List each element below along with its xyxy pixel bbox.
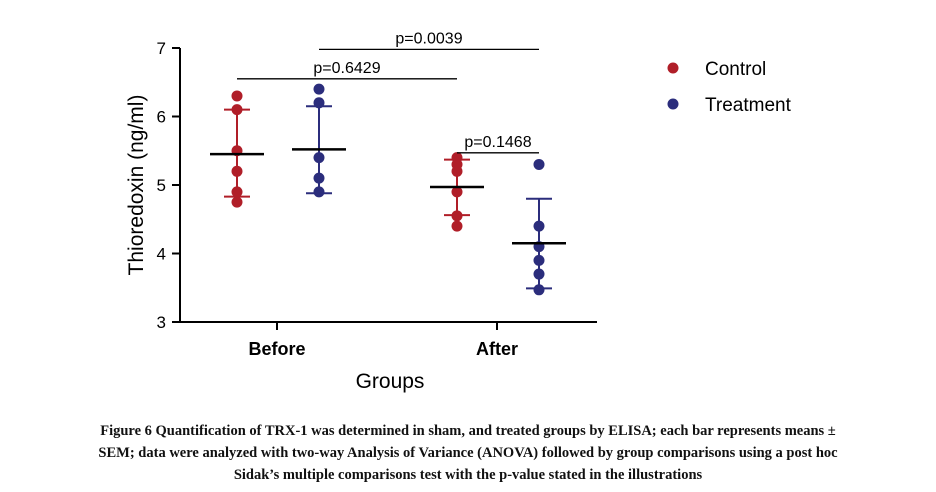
data-point [533, 220, 545, 232]
data-point [231, 104, 243, 116]
y-axis-title: Thioredoxin (ng/ml) [125, 95, 148, 276]
data-point [533, 284, 545, 296]
data-point [533, 268, 545, 280]
data-point [313, 97, 325, 109]
p-value-label: p=0.1468 [464, 134, 531, 151]
data-point [231, 186, 243, 198]
data-point [313, 186, 325, 198]
data-point [313, 152, 325, 164]
legend-label: Control [705, 59, 766, 80]
y-tick-label: 5 [157, 176, 166, 195]
data-point [451, 186, 463, 198]
legend-label: Treatment [705, 95, 792, 116]
data-point [231, 90, 243, 102]
data-point [313, 83, 325, 95]
chart: 3 4 5 6 7 Before After Groups Thioredoxin (ng/ml… [125, 30, 792, 393]
figure-caption: Figure 6 Quantification of TRX-1 was det… [10, 420, 926, 486]
caption-line-2: SEM; data were analyzed with two-way Ana… [98, 445, 838, 461]
x-tick-label: After [476, 339, 518, 359]
y-tick-label: 3 [157, 313, 166, 332]
data-point [451, 220, 463, 232]
data-point [231, 196, 243, 208]
y-tick-label: 6 [157, 108, 166, 127]
p-value-label: p=0.0039 [395, 30, 462, 47]
p-value-label: p=0.6429 [313, 60, 380, 77]
y-tick-label: 7 [157, 39, 166, 58]
legend-marker [667, 62, 679, 74]
y-tick-label: 4 [157, 245, 166, 264]
data-point [533, 158, 545, 170]
legend-marker [667, 98, 679, 110]
caption-line-3: Sidak’s multiple comparisons test with t… [233, 467, 703, 483]
data-point [231, 165, 243, 177]
data-point [313, 172, 325, 184]
x-axis-title: Groups [356, 370, 425, 393]
data-point [533, 254, 545, 266]
x-tick-label: Before [248, 339, 305, 359]
data-point [451, 210, 463, 222]
caption-line-1: Figure 6 Quantification of TRX-1 was det… [100, 423, 836, 439]
data-point [451, 165, 463, 177]
